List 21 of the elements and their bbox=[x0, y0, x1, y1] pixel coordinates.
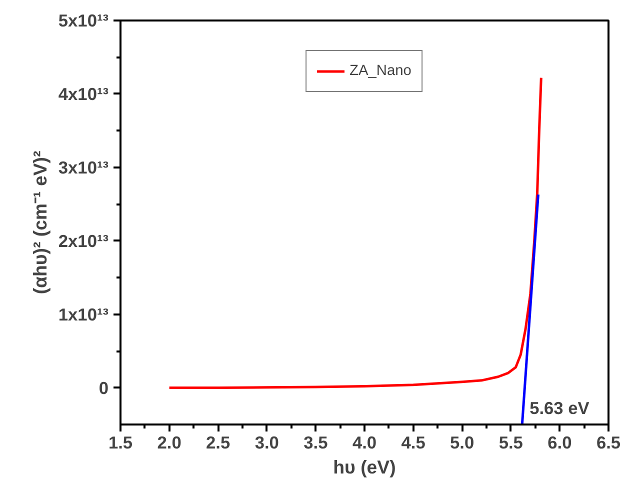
x-tick-label: 2.0 bbox=[157, 432, 182, 452]
y-tick-label: 2x10¹³ bbox=[58, 230, 109, 251]
legend-label: ZA_Nano bbox=[350, 63, 412, 79]
annotation: 5.63 eV bbox=[530, 398, 590, 418]
x-tick-label: 2.5 bbox=[206, 432, 231, 452]
y-tick-label: 5x10¹³ bbox=[58, 10, 109, 30]
y-tick-label: 3x10¹³ bbox=[58, 157, 109, 178]
x-tick-label: 6.0 bbox=[548, 432, 572, 452]
x-tick-label: 5.0 bbox=[450, 432, 474, 452]
y-tick-label: 1x10¹³ bbox=[58, 304, 109, 324]
y-tick-label: 4x10¹³ bbox=[58, 84, 109, 104]
y-tick-label: 0 bbox=[98, 378, 109, 398]
x-tick-label: 6.5 bbox=[596, 432, 621, 452]
x-tick-label: 3.5 bbox=[304, 432, 328, 452]
y-axis-title: (αhυ)² (cm⁻¹ eV)² bbox=[29, 150, 50, 294]
x-tick-label: 4.0 bbox=[352, 432, 377, 452]
x-axis-title: hυ (eV) bbox=[333, 456, 396, 478]
x-tick-label: 5.5 bbox=[498, 432, 524, 452]
x-tick-label: 1.5 bbox=[108, 432, 133, 452]
x-tick-label: 3.0 bbox=[254, 432, 279, 452]
x-tick-label: 4.5 bbox=[401, 432, 426, 452]
